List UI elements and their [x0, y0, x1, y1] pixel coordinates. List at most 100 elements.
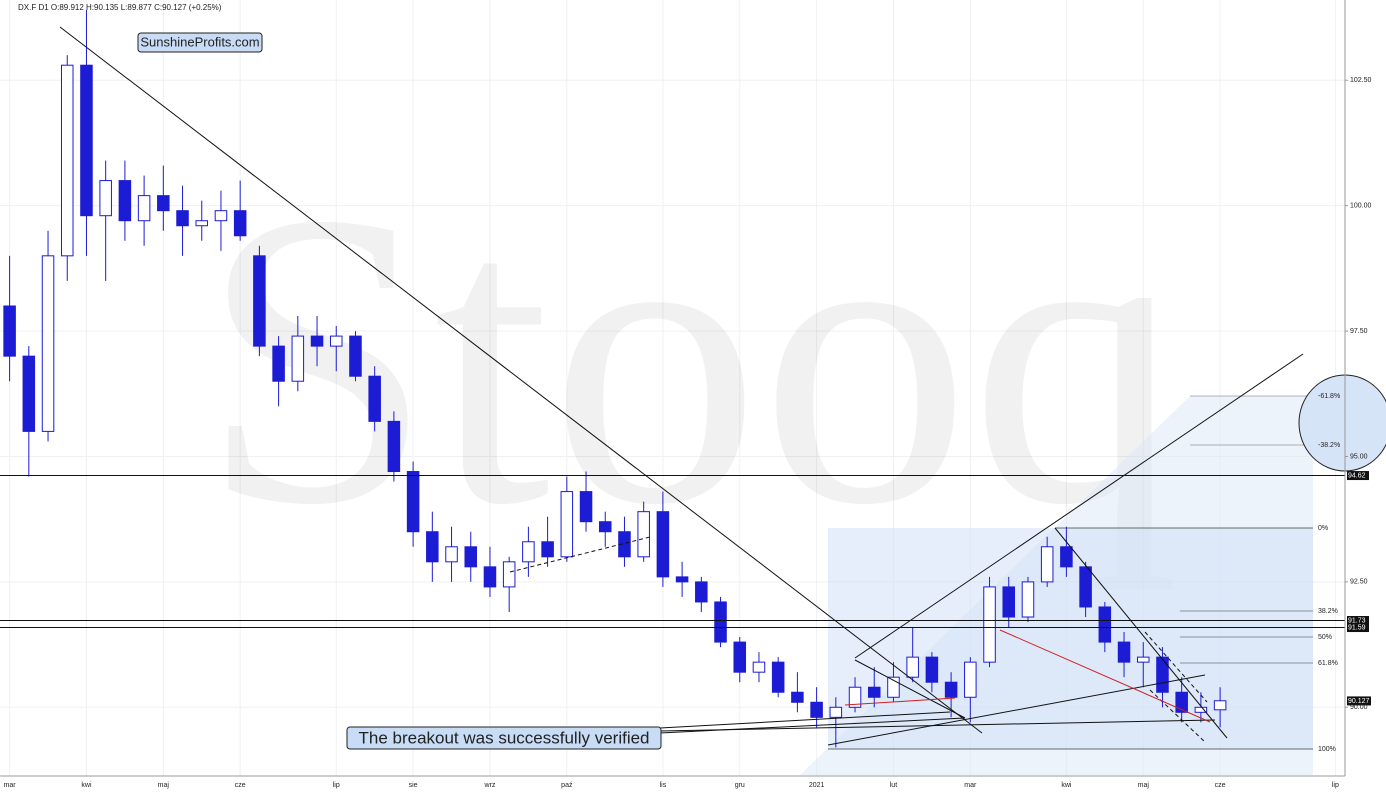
candle-body: [1002, 586, 1016, 618]
brand: SunshineProfits.com: [140, 34, 259, 49]
candle-body: [522, 541, 535, 563]
candle-body: [829, 706, 843, 718]
candle-body: [1040, 546, 1054, 583]
x-tick-label: mar: [964, 782, 977, 789]
candle-body: [60, 64, 74, 257]
candle-body: [368, 375, 381, 422]
y-tick-label: 90.00: [1350, 704, 1368, 711]
trend-line: [827, 674, 1206, 746]
candle-body: [195, 220, 209, 227]
candle-body: [1060, 546, 1073, 568]
y-tick-label: 92.50: [1350, 579, 1368, 586]
candle-body: [964, 661, 977, 698]
candle-body: [310, 335, 324, 347]
watermark: Stooq: [200, 126, 1180, 592]
candle-body: [291, 335, 305, 382]
x-tick-label: mar: [4, 782, 17, 789]
price-tag-label: 91.59: [1348, 624, 1366, 631]
x-tick-label: wrz: [484, 782, 496, 789]
candle-body: [791, 691, 804, 703]
candle-body: [983, 586, 996, 663]
candle-body: [137, 195, 151, 222]
candle-body: [272, 345, 285, 382]
candle-body: [771, 661, 785, 693]
candle-body: [118, 180, 132, 222]
candle-body: [906, 656, 919, 678]
x-tick-label: paź: [561, 782, 573, 789]
x-tick-label: cze: [235, 782, 246, 789]
x-tick-label: lut: [890, 782, 897, 789]
candle-body: [925, 656, 939, 683]
candle-body: [714, 601, 727, 643]
candle-body: [733, 641, 747, 673]
y-tick-label: 95.00: [1350, 453, 1368, 460]
candle-body: [1079, 566, 1092, 608]
candle-body: [1136, 656, 1150, 663]
x-tick-label: lip: [333, 782, 340, 789]
candle-body: [1175, 691, 1188, 713]
dashed-line: [509, 536, 651, 573]
x-tick-label: gru: [735, 782, 745, 789]
candle-body: [752, 661, 766, 673]
trend-line: [1054, 527, 1228, 739]
candle-body: [1213, 700, 1227, 711]
candle-body: [406, 471, 420, 533]
y-tick-label: 100.00: [1350, 203, 1372, 210]
candle-body: [887, 676, 900, 698]
x-tick-label: maj: [158, 782, 170, 789]
candle-body: [618, 531, 631, 558]
fib-lines: [828, 395, 1313, 750]
candle-body: [3, 305, 16, 357]
y-tick-label: 102.50: [1350, 77, 1372, 84]
x-tick-label: lip: [1332, 782, 1339, 789]
candle-body: [80, 64, 93, 217]
candle-body: [675, 576, 689, 583]
trend-line: [659, 711, 951, 729]
trend-line: [854, 659, 966, 719]
candle-body: [176, 210, 189, 227]
x-tick-label: cze: [1215, 782, 1226, 789]
candles: [3, 10, 1227, 748]
fib-label: -38.2%: [1318, 442, 1340, 449]
candle-body: [483, 566, 497, 588]
price-tag-label: 91.73: [1348, 617, 1366, 624]
candle-body: [41, 255, 55, 432]
candle-body: [349, 335, 362, 377]
chart-title: DX.F D1 O:89.912 H:90.135 L:89.877 C:90.…: [18, 3, 222, 12]
candle-body: [99, 180, 112, 217]
candle-body: [426, 531, 439, 563]
candle-body: [1098, 606, 1112, 643]
candle-body: [867, 686, 881, 698]
candle-body: [22, 355, 36, 432]
fib-label: 50%: [1318, 634, 1332, 641]
candle-body: [598, 521, 612, 533]
candle-body: [1117, 641, 1131, 663]
brand-box: [137, 32, 263, 53]
fib-label: 0%: [1318, 525, 1328, 532]
candle-body: [637, 511, 650, 558]
target-ellipse: [1298, 374, 1386, 472]
candle-body: [157, 195, 170, 212]
candle-body: [695, 581, 708, 603]
annotation-box: [346, 726, 662, 750]
candle-body: [233, 210, 247, 237]
trend-lines: [59, 26, 1304, 746]
x-tick-label: maj: [1138, 782, 1150, 789]
y-tick-label: 97.50: [1350, 328, 1368, 335]
price-tag-label: 94.62: [1348, 472, 1366, 479]
fib-label: 100%: [1318, 746, 1336, 753]
price-tag: [1347, 616, 1369, 626]
candle-body: [944, 681, 958, 698]
candle-body: [848, 686, 862, 708]
candle-body: [387, 420, 401, 473]
red-line: [844, 697, 956, 706]
candle-body: [329, 335, 343, 347]
candle-body: [445, 546, 458, 563]
trend-line: [854, 353, 1304, 659]
fib-label: 61.8%: [1318, 660, 1338, 667]
dashed-line: [1149, 689, 1206, 743]
candle-body: [1194, 706, 1208, 713]
trend-line: [59, 26, 983, 734]
